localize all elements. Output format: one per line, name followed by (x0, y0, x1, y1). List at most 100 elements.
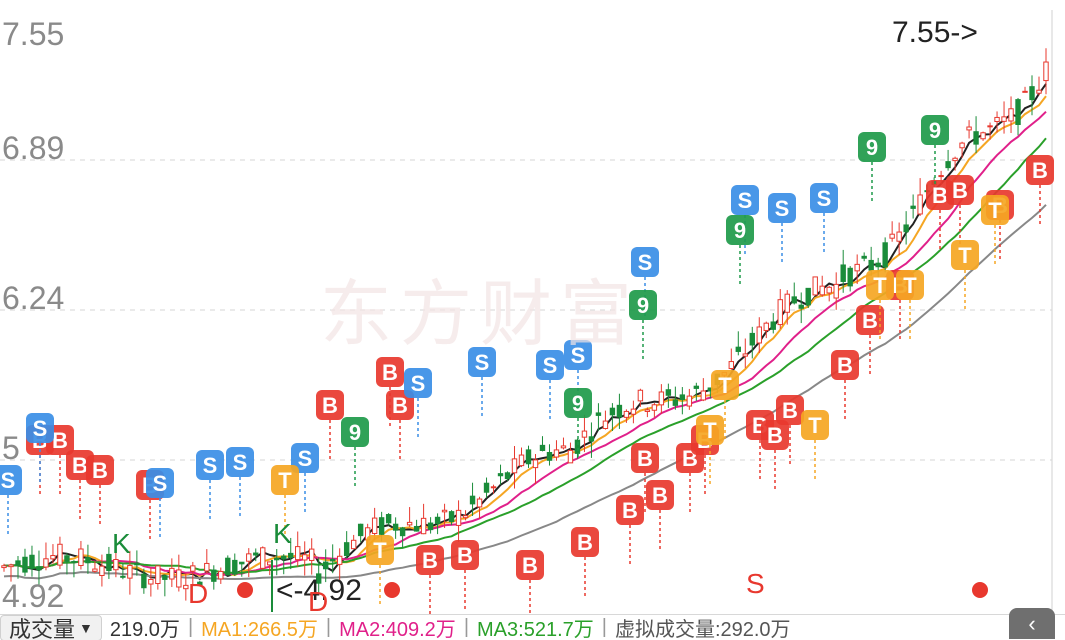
candle-body (142, 574, 146, 588)
candle-body (701, 391, 705, 400)
y-axis-label-4: 5 (2, 432, 20, 464)
candle-body (303, 555, 307, 560)
candle-body (435, 517, 439, 523)
candle-body (645, 410, 649, 412)
candle-body (533, 460, 537, 468)
candle-body (30, 555, 34, 568)
chevron-down-icon: ▼ (79, 620, 93, 636)
d-signal-letter: D (308, 588, 328, 616)
candle-body (254, 553, 258, 555)
collapse-button[interactable]: ‹ (1009, 608, 1055, 639)
svg-text:B: B (862, 308, 878, 333)
candle-body (163, 576, 167, 580)
candle-body (750, 333, 754, 345)
candle-body (93, 569, 97, 571)
indicator-selector-label: 成交量 (9, 614, 75, 640)
candle-body (897, 232, 901, 241)
candle-body (855, 264, 859, 270)
candle-body (470, 496, 474, 504)
candle-body (498, 474, 502, 476)
svg-text:S: S (775, 196, 790, 221)
candle-body (330, 559, 334, 560)
svg-text:T: T (958, 243, 972, 268)
candle-body (421, 518, 425, 533)
candle-body (582, 431, 586, 437)
svg-text:S: S (738, 188, 753, 213)
candle-body (463, 516, 467, 518)
candle-body (953, 158, 957, 160)
candle-body (848, 268, 852, 286)
candle-body (568, 450, 572, 462)
candle-body (1037, 90, 1041, 93)
svg-text:B: B (952, 178, 968, 203)
candle-body (491, 487, 495, 488)
candle-body (149, 579, 153, 584)
candle-body (23, 557, 27, 572)
high-price-annotation: 7.55-> (892, 18, 978, 48)
y-axis-label-top: 7.55 (2, 18, 64, 50)
candle-body (799, 305, 803, 308)
candle-body (1044, 62, 1048, 81)
candle-body (212, 570, 216, 581)
svg-text:B: B (837, 353, 853, 378)
candle-body (135, 563, 139, 565)
candle-body (128, 565, 132, 578)
candle-body (743, 354, 747, 356)
candle-body (631, 409, 635, 414)
candle-body (981, 133, 985, 139)
svg-text:S: S (233, 450, 248, 475)
candle-body (407, 522, 411, 524)
candle-body (540, 445, 544, 450)
volume-indicator-bar: 成交量 ▼ 219.0万 | MA1:266.5万 | MA2:409.2万 |… (0, 614, 1065, 640)
indicator-selector[interactable]: 成交量 ▼ (0, 615, 102, 640)
candle-body (107, 554, 111, 570)
candle-body (323, 562, 327, 569)
volume-ma2: MA2:409.2万 (339, 614, 456, 640)
candle-body (904, 225, 908, 232)
candle-body (505, 473, 509, 479)
y-axis-label-3: 6.24 (2, 282, 64, 314)
k-signal-letter: K (112, 530, 131, 558)
candle-body (310, 549, 314, 560)
y-axis-label-bottom: 4.92 (2, 580, 64, 612)
svg-text:S: S (298, 446, 313, 471)
candle-body (65, 556, 69, 562)
y-axis-label-2: 6.89 (2, 132, 64, 164)
candle-body (673, 400, 677, 405)
candle-body (967, 127, 971, 130)
candle-body (827, 287, 831, 293)
candle-body (946, 162, 950, 168)
candle-body (372, 518, 376, 533)
svg-text:B: B (1032, 158, 1048, 183)
s-signal-letter: S (746, 570, 765, 598)
candle-body (351, 540, 355, 548)
svg-text:T: T (718, 373, 732, 398)
svg-text:B: B (322, 393, 338, 418)
svg-text:B: B (92, 458, 108, 483)
candle-body (617, 405, 621, 417)
candle-body (100, 566, 104, 575)
candle-body (820, 286, 824, 295)
svg-text:T: T (903, 273, 917, 298)
candle-body (638, 390, 642, 401)
candle-body (477, 499, 481, 507)
candle-body (911, 206, 915, 208)
candle-body (974, 132, 978, 144)
candle-body (1009, 109, 1013, 121)
candle-body (275, 558, 279, 560)
candle-body (226, 558, 230, 575)
candle-body (1016, 100, 1020, 125)
candle-body (358, 524, 362, 535)
candle-body (687, 396, 691, 406)
candle-body (393, 524, 397, 530)
candle-body (170, 568, 174, 579)
candle-body (456, 510, 460, 525)
candle-body (9, 565, 13, 567)
candle-body (114, 560, 118, 570)
candle-body (771, 322, 775, 329)
candle-body (736, 347, 740, 351)
candle-body (890, 234, 894, 238)
candle-body (792, 297, 796, 303)
candle-body (960, 143, 964, 148)
svg-text:T: T (873, 273, 887, 298)
